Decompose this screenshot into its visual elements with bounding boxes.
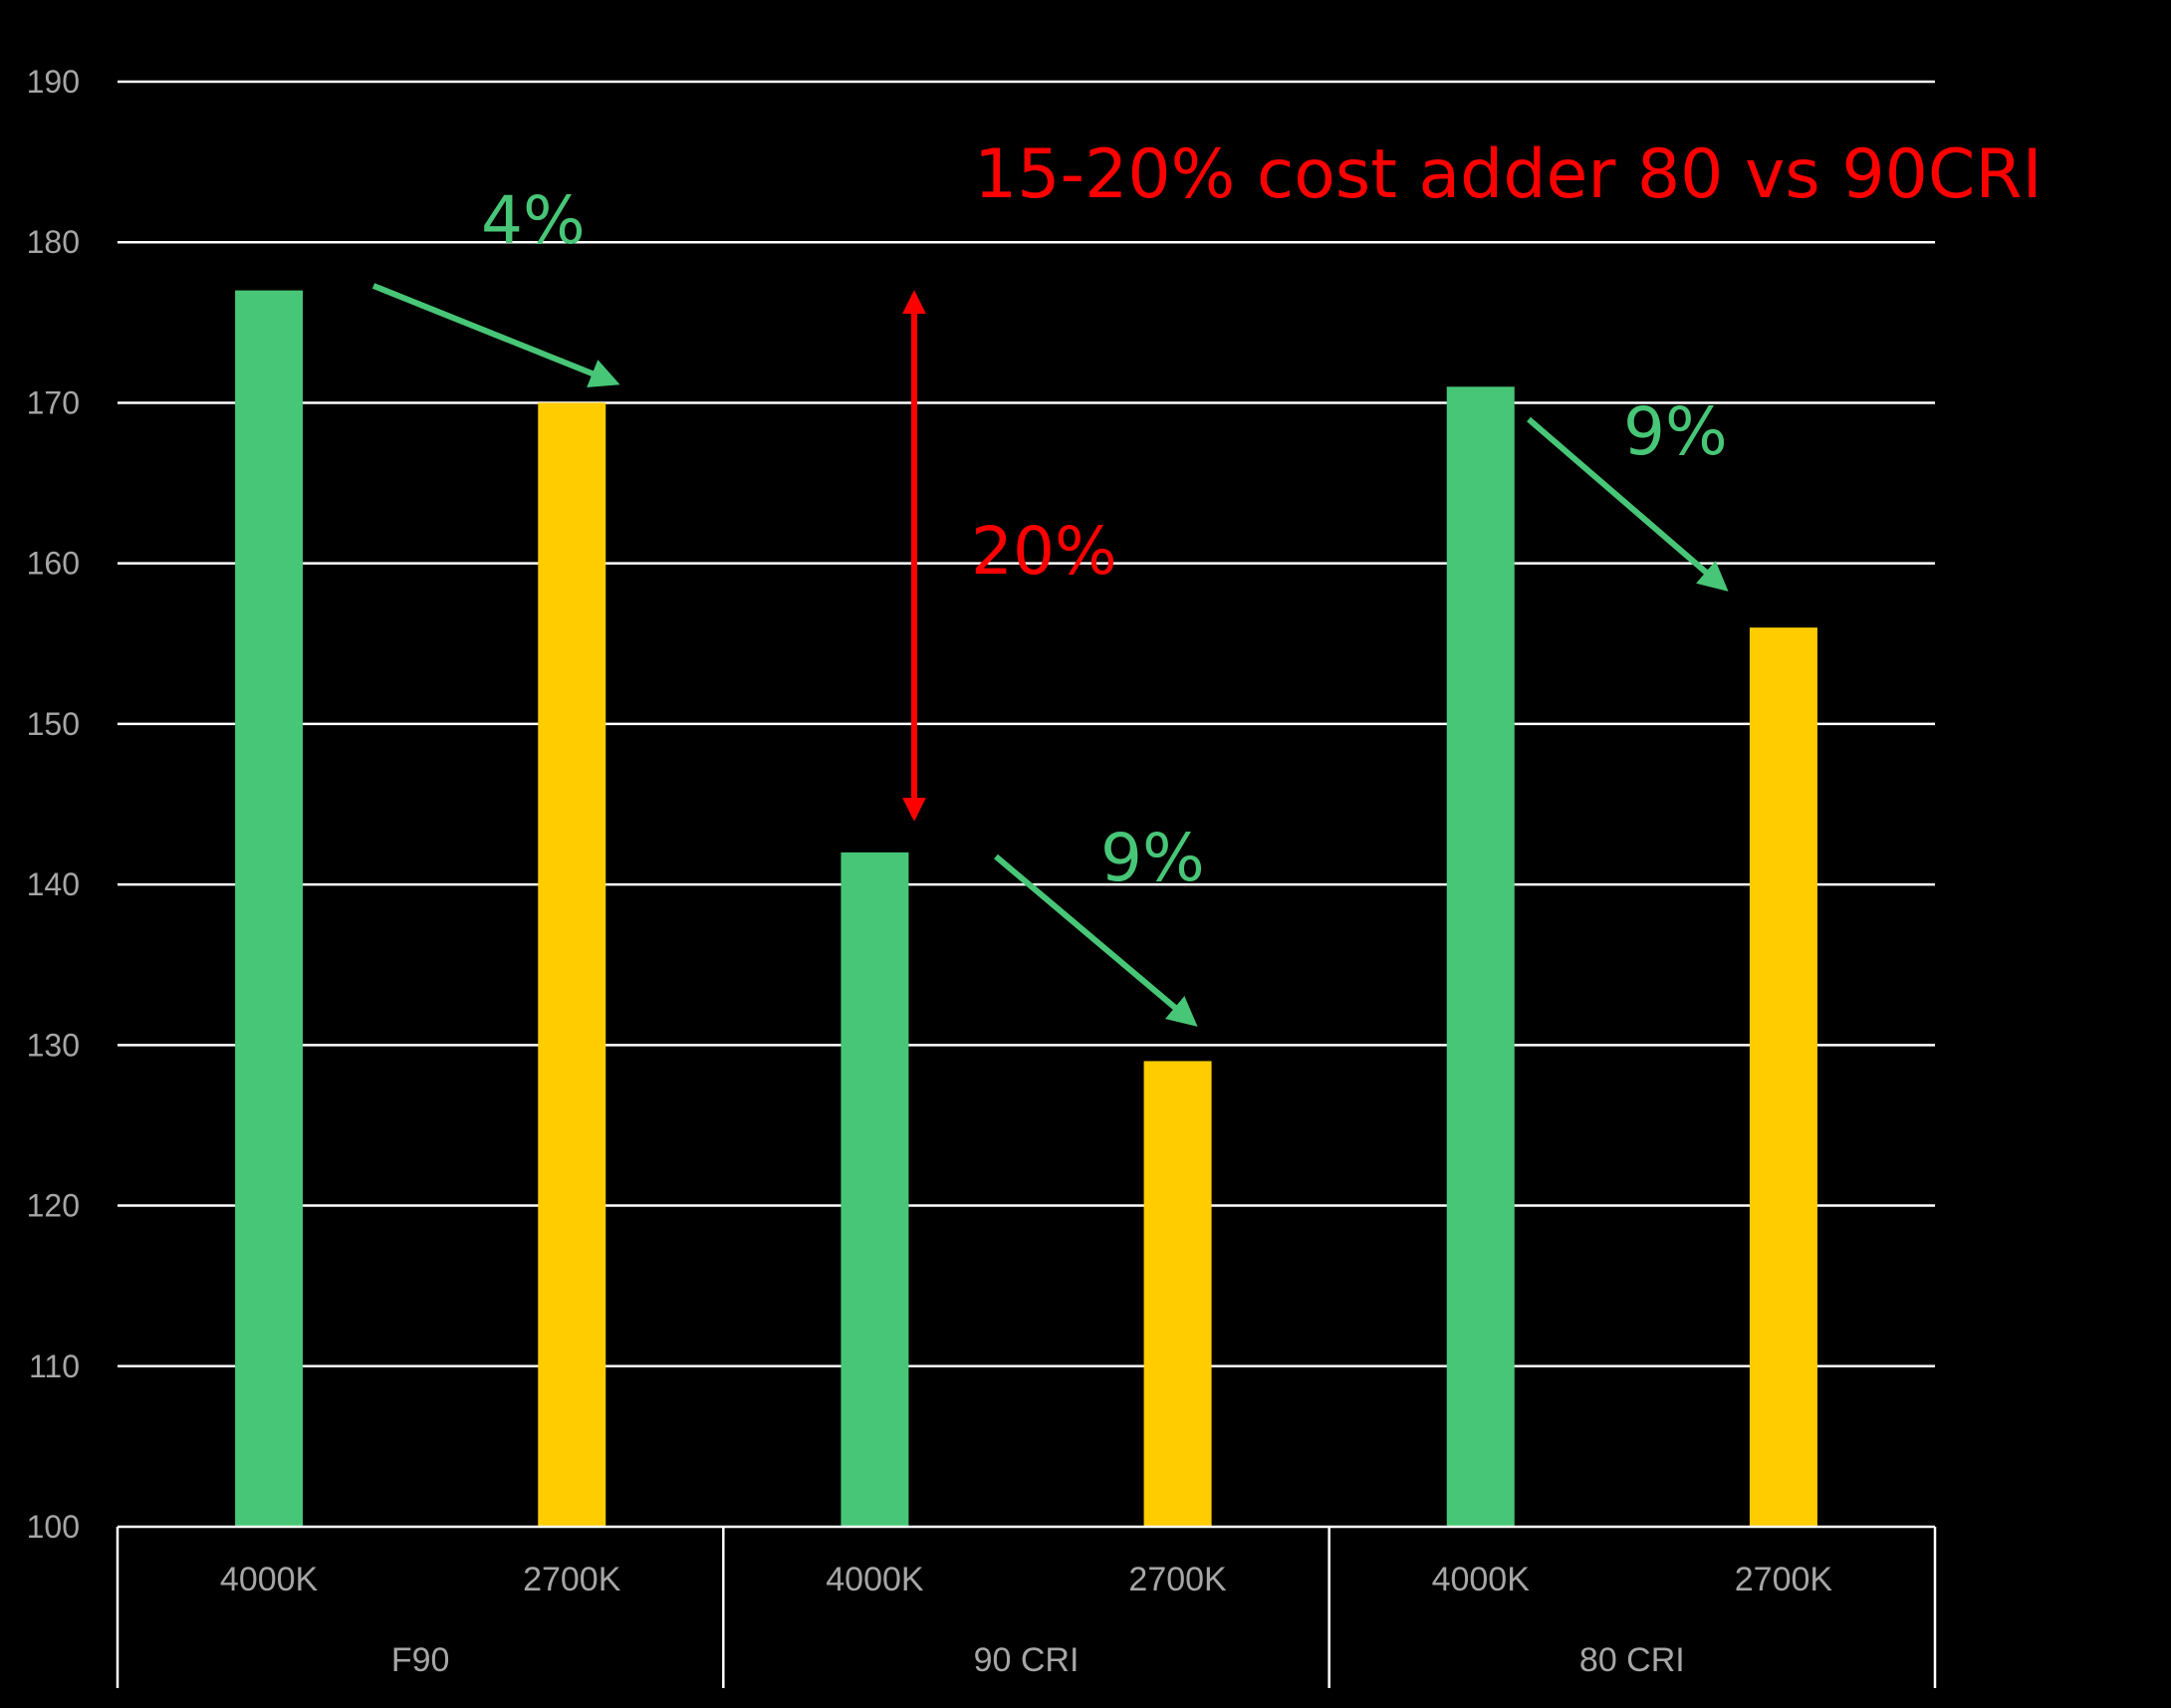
y-tick-label: 100 [27, 1509, 80, 1545]
bars [235, 290, 1817, 1528]
bar-80cri-4000k [1446, 386, 1515, 1527]
x-category-label: 4000K [1432, 1561, 1531, 1598]
x-category-label: 4000K [826, 1561, 924, 1598]
cri-gap-annotation: 20% [971, 513, 1117, 590]
annotations: 15-20% cost adder 80 vs 90CRI 4% 20% 9% … [371, 135, 2043, 1027]
x-axis: 4000K 2700K F90 4000K 2700K 90 CRI 4000K 2700K 8… [116, 1525, 1937, 1688]
x-category-label: 4000K [220, 1561, 319, 1598]
y-tick-label: 150 [27, 706, 80, 742]
bar-90cri-4000k [841, 852, 909, 1527]
y-axis-tick-labels: 100 110 120 130 140 150 160 170 180 190 [27, 64, 80, 1545]
f90-drop-annotation: 4% [481, 182, 586, 259]
headline-annotation: 15-20% cost adder 80 vs 90CRI [974, 135, 2043, 214]
bar-f90-4000k [235, 290, 304, 1528]
x-category-label: 2700K [1128, 1561, 1227, 1598]
y-tick-label: 190 [27, 64, 80, 100]
y-tick-label: 120 [27, 1188, 80, 1224]
x-group-label: F90 [391, 1641, 450, 1679]
x-category-label: 2700K [523, 1561, 621, 1598]
y-tick-label: 110 [29, 1348, 80, 1384]
gridlines [118, 80, 1935, 1368]
x-group-label: 90 CRI [974, 1641, 1080, 1679]
y-tick-label: 160 [27, 546, 80, 582]
y-tick-label: 180 [27, 224, 80, 260]
bar-90cri-2700k [1143, 1061, 1212, 1527]
y-tick-label: 140 [27, 866, 80, 902]
bar-f90-2700k [538, 402, 606, 1527]
cri90-drop-arrow [994, 854, 1198, 1027]
cri80-drop-annotation: 9% [1623, 393, 1728, 470]
y-tick-label: 170 [27, 384, 80, 420]
cri80-drop-arrow [1527, 416, 1729, 592]
x-group-label: 80 CRI [1579, 1641, 1685, 1679]
cri90-drop-annotation: 9% [1100, 820, 1205, 896]
y-tick-label: 130 [27, 1027, 80, 1063]
f90-drop-arrow [371, 283, 620, 387]
bar-80cri-2700k [1749, 627, 1817, 1527]
x-category-label: 2700K [1735, 1561, 1833, 1598]
